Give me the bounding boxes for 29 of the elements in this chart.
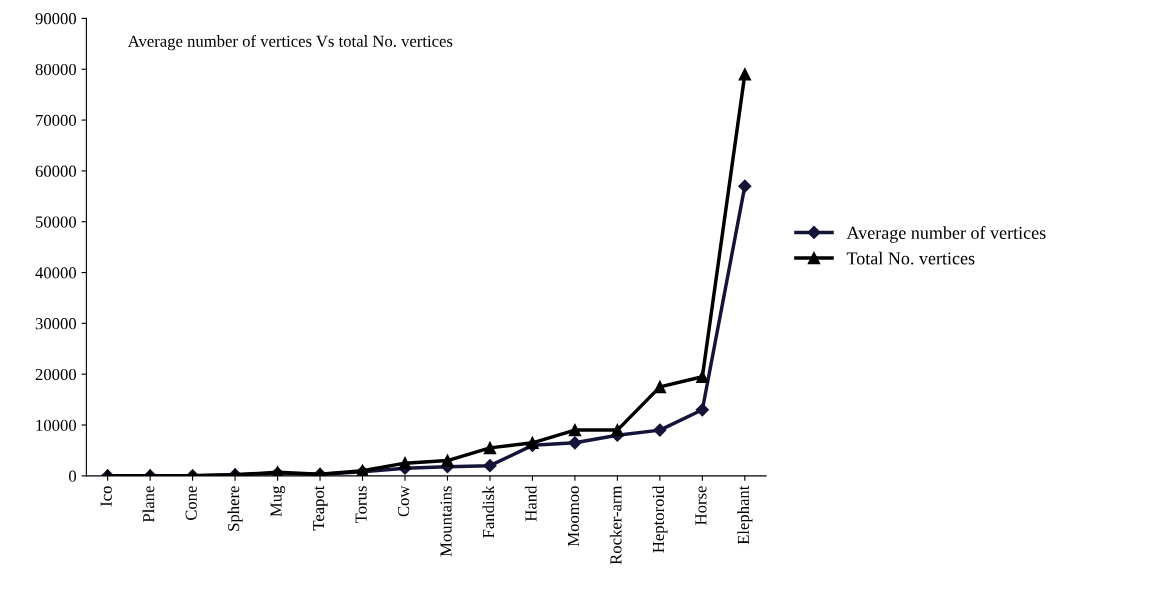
x-tick-label: Ico	[100, 486, 112, 507]
text: Average number of vertices Vs total No. vertices	[127, 34, 453, 51]
x-tick-label: Teapot	[313, 485, 328, 531]
y-tick-label: 50000	[35, 216, 77, 228]
x-tick-label: Sphere	[227, 486, 243, 531]
x-tick-label: Horse	[695, 486, 707, 525]
y-tick-label: 40000	[35, 267, 77, 279]
x-tick-label: Cow	[397, 485, 410, 517]
x-tick-label: Torus	[355, 486, 367, 523]
y-tick-label: 60000	[35, 165, 77, 177]
x-tick-label: Heptoroid	[652, 485, 668, 553]
y-tick-label: 30000	[35, 318, 77, 330]
x-tick-label: Mountains	[440, 486, 452, 557]
x-tick-label: Moomoo	[568, 486, 580, 547]
legend-label: Average number of vertices	[846, 226, 1046, 243]
legend-label: Total No. vertices	[846, 251, 975, 265]
y-tick-label: 70000	[36, 114, 77, 127]
x-tick-label: Hand	[524, 485, 537, 522]
x-tick-label: Plane	[142, 486, 155, 523]
y-tick-label: 0	[68, 470, 77, 482]
x-tick-label: Cone	[185, 486, 197, 521]
y-tick-label: 80000	[35, 63, 77, 76]
x-tick-label: Mug	[270, 485, 286, 517]
y-tick-label: 10000	[36, 419, 77, 431]
y-tick-label: 90000	[35, 13, 77, 25]
x-tick-label: Fandisk	[482, 485, 495, 538]
y-tick-label: 20000	[35, 368, 77, 381]
x-tick-label: Elephant	[737, 485, 753, 545]
x-tick-label: Rocker-arm	[609, 485, 622, 565]
